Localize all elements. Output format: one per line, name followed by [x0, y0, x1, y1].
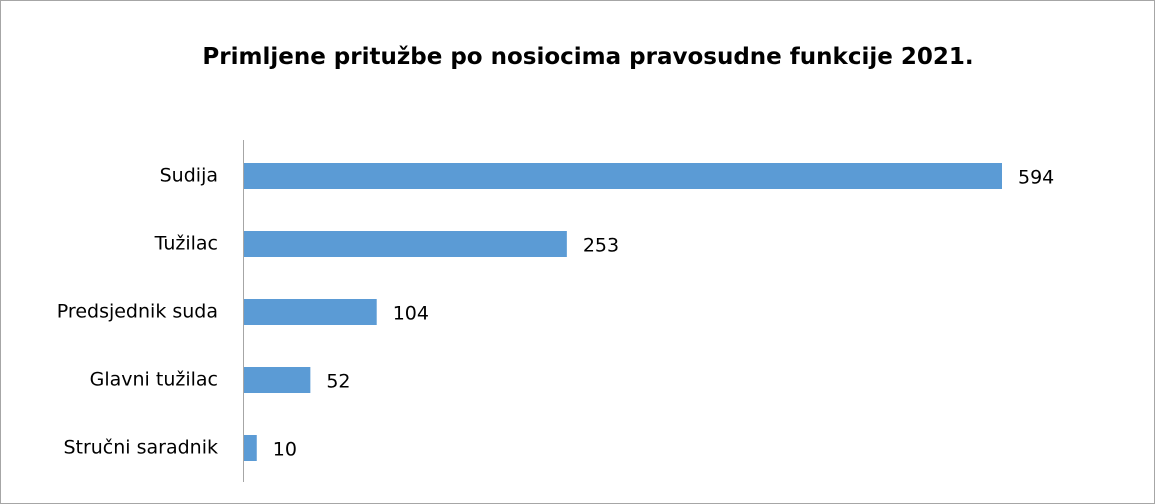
chart-title: Primljene pritužbe po nosiocima pravosud… [202, 44, 974, 70]
data-label: 594 [1018, 167, 1054, 189]
bar [244, 435, 257, 461]
data-label: 10 [273, 439, 297, 461]
y-tick-label: Stručni saradnik [63, 437, 218, 459]
data-label: 104 [393, 303, 429, 325]
y-tick-label: Predsjednik suda [57, 301, 218, 323]
bar [244, 163, 1002, 189]
y-tick-label: Tužilac [154, 233, 218, 255]
y-tick-label: Sudija [160, 165, 218, 187]
bar [244, 231, 567, 257]
y-tick-label: Glavni tužilac [90, 369, 218, 391]
bar [244, 367, 311, 393]
data-label: 253 [583, 235, 619, 257]
data-label: 52 [326, 371, 350, 393]
bar [244, 299, 377, 325]
